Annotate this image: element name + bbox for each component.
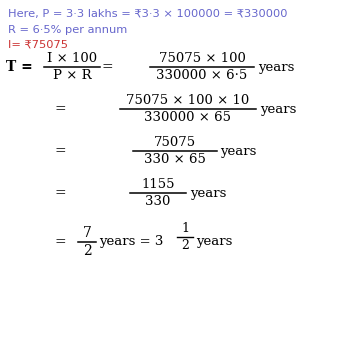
- Text: 1: 1: [181, 222, 189, 235]
- Text: years: years: [258, 60, 294, 73]
- Text: 2: 2: [83, 244, 91, 258]
- Text: I × 100: I × 100: [47, 52, 97, 65]
- Text: T =: T =: [6, 60, 33, 74]
- Text: 7: 7: [83, 226, 91, 240]
- Text: I= ₹75075: I= ₹75075: [8, 40, 68, 50]
- Text: 2: 2: [181, 239, 189, 252]
- Text: 330000 × 6·5: 330000 × 6·5: [157, 69, 248, 82]
- Text: 330: 330: [145, 195, 171, 208]
- Text: =: =: [55, 144, 66, 158]
- Text: years: years: [220, 144, 256, 157]
- Text: =: =: [55, 235, 66, 249]
- Text: years: years: [196, 236, 232, 248]
- Text: years: years: [190, 186, 226, 199]
- Text: R = 6·5% per annum: R = 6·5% per annum: [8, 25, 127, 35]
- Text: 75075: 75075: [154, 136, 196, 149]
- Text: years = 3: years = 3: [99, 236, 163, 248]
- Text: Here, P = 3·3 lakhs = ₹3·3 × 100000 = ₹330000: Here, P = 3·3 lakhs = ₹3·3 × 100000 = ₹3…: [8, 9, 287, 19]
- Text: 75075 × 100: 75075 × 100: [159, 52, 246, 65]
- Text: 330000 × 65: 330000 × 65: [145, 111, 232, 124]
- Text: =: =: [55, 102, 66, 116]
- Text: years: years: [260, 102, 296, 115]
- Text: =: =: [55, 186, 66, 200]
- Text: 75075 × 100 × 10: 75075 × 100 × 10: [127, 94, 250, 107]
- Text: 1155: 1155: [141, 178, 175, 191]
- Text: 330 × 65: 330 × 65: [144, 153, 206, 166]
- Text: P × R: P × R: [53, 69, 91, 82]
- Text: =: =: [101, 60, 113, 74]
